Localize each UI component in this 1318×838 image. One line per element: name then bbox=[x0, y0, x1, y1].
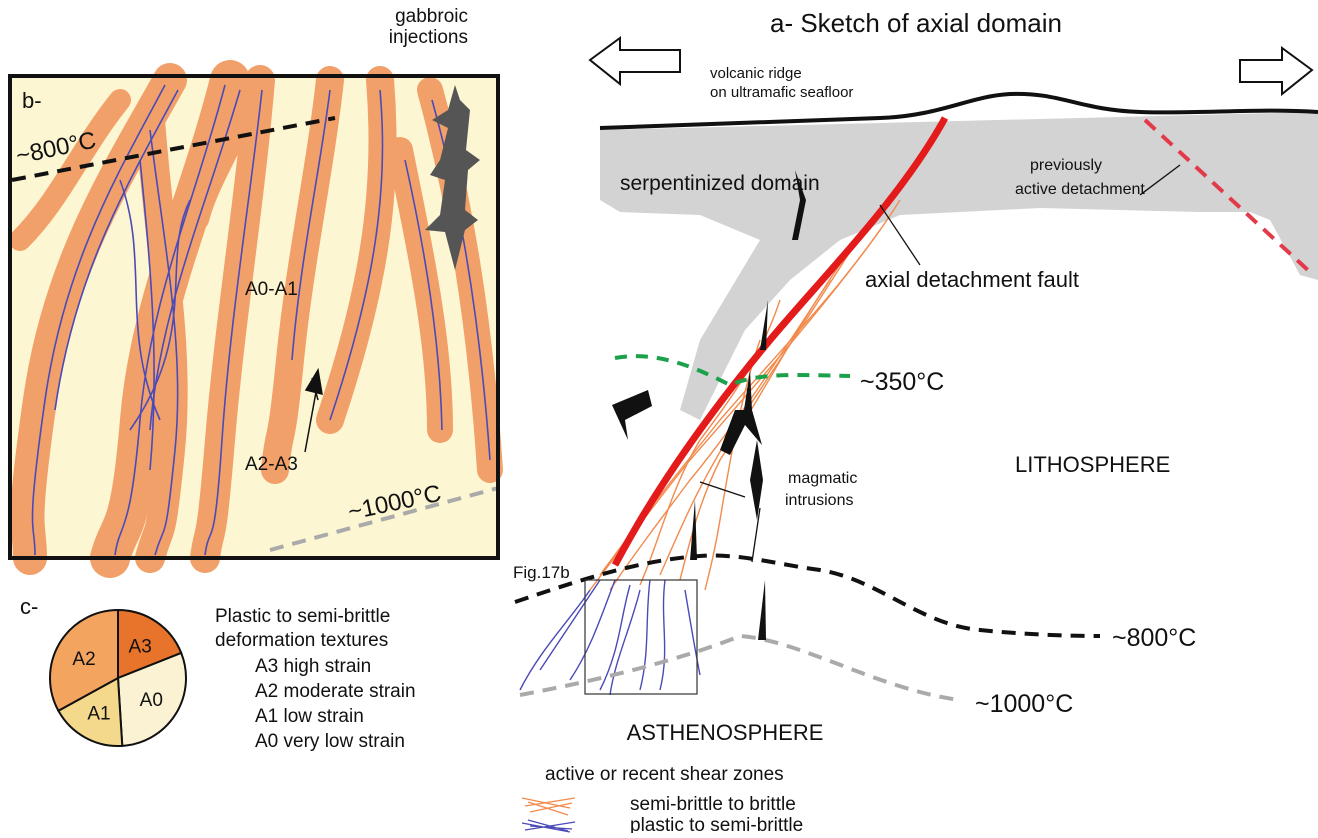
legend-swatch bbox=[521, 797, 576, 833]
axial-fault bbox=[611, 116, 949, 567]
arrow bbox=[304, 367, 323, 401]
panel-label: b- bbox=[22, 88, 42, 113]
shear-arrow bbox=[720, 410, 762, 455]
extension-arrow bbox=[1239, 46, 1314, 97]
previous-detachment bbox=[1143, 118, 1312, 274]
isotherm-label: ~1000°C bbox=[975, 690, 1073, 718]
legend-item: A3 high strain bbox=[255, 656, 371, 677]
label: A0-A1 bbox=[245, 279, 298, 300]
pie-slice bbox=[116, 651, 187, 747]
gabbro-injection bbox=[425, 85, 480, 270]
label: A2-A3 bbox=[245, 454, 298, 475]
slice-label: A3 bbox=[129, 636, 152, 657]
label: deformation textures bbox=[215, 630, 388, 651]
legend-item: semi-brittle to brittle bbox=[630, 794, 796, 815]
panel-title: a- Sketch of axial domain bbox=[770, 8, 1062, 38]
label: Plastic to semi-brittle bbox=[215, 606, 390, 627]
extension-arrow bbox=[588, 36, 681, 87]
label: serpentinized domain bbox=[620, 172, 820, 195]
legend-item: plastic to semi-brittle bbox=[630, 815, 803, 833]
panel-a: a- Sketch of axial domain volcanic ridge… bbox=[513, 8, 1318, 836]
arrow bbox=[304, 391, 317, 453]
shear-arrow bbox=[612, 390, 652, 440]
panel-b-border bbox=[8, 74, 500, 560]
fig-box bbox=[584, 579, 698, 695]
isotherm-800 bbox=[514, 553, 1101, 638]
panel-c: c- Plastic to semi-brittle deformation t… bbox=[20, 594, 416, 752]
label: gabbroic bbox=[395, 6, 468, 27]
label: intrusions bbox=[785, 492, 853, 509]
legend-item: A2 moderate strain bbox=[255, 681, 416, 702]
label: axial detachment fault bbox=[865, 267, 1079, 292]
isotherm-label: ~350°C bbox=[860, 368, 944, 396]
isotherm-1000 bbox=[269, 486, 499, 552]
label: previously bbox=[1030, 157, 1102, 174]
label: active detachment bbox=[1015, 181, 1145, 198]
legend-item: A1 low strain bbox=[255, 706, 364, 727]
label: injections bbox=[389, 27, 468, 48]
intrusions bbox=[690, 170, 806, 640]
label: LITHOSPHERE bbox=[1015, 452, 1170, 477]
panel-label: c- bbox=[20, 594, 38, 619]
label: Fig.17b bbox=[513, 563, 570, 582]
plastic-lines bbox=[519, 579, 701, 696]
label: on ultramafic seafloor bbox=[710, 84, 853, 101]
slice-label: A1 bbox=[87, 704, 110, 725]
isotherm-800 bbox=[11, 116, 336, 182]
label: volcanic ridge bbox=[710, 65, 802, 82]
legend-item: A0 very low strain bbox=[255, 731, 405, 752]
isotherm-label: ~800°C bbox=[1112, 624, 1196, 652]
pie-slice bbox=[49, 608, 119, 713]
legend-title: active or recent shear zones bbox=[545, 764, 784, 785]
slice-label: A2 bbox=[72, 649, 95, 670]
label: magmatic bbox=[788, 470, 857, 487]
isotherm-350 bbox=[614, 354, 851, 388]
serpentinized-area bbox=[600, 112, 1318, 420]
slice-label: A0 bbox=[140, 690, 163, 711]
leaders bbox=[699, 164, 1181, 563]
isotherm-1000 bbox=[519, 633, 961, 702]
pie-slice bbox=[57, 676, 124, 747]
panel-b: b- gabbroic injections ~800°C A0-A1 A2-A… bbox=[8, 6, 503, 578]
seafloor bbox=[599, 91, 1318, 130]
pie-slice bbox=[117, 608, 183, 680]
label: ASTHENOSPHERE bbox=[627, 720, 824, 745]
